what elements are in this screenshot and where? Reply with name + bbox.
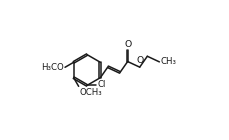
Text: O: O (136, 56, 143, 65)
Text: OCH₃: OCH₃ (79, 88, 102, 97)
Text: H₃CO: H₃CO (41, 63, 64, 72)
Text: CH₃: CH₃ (160, 57, 176, 66)
Text: Cl: Cl (97, 80, 105, 89)
Text: O: O (123, 40, 131, 49)
